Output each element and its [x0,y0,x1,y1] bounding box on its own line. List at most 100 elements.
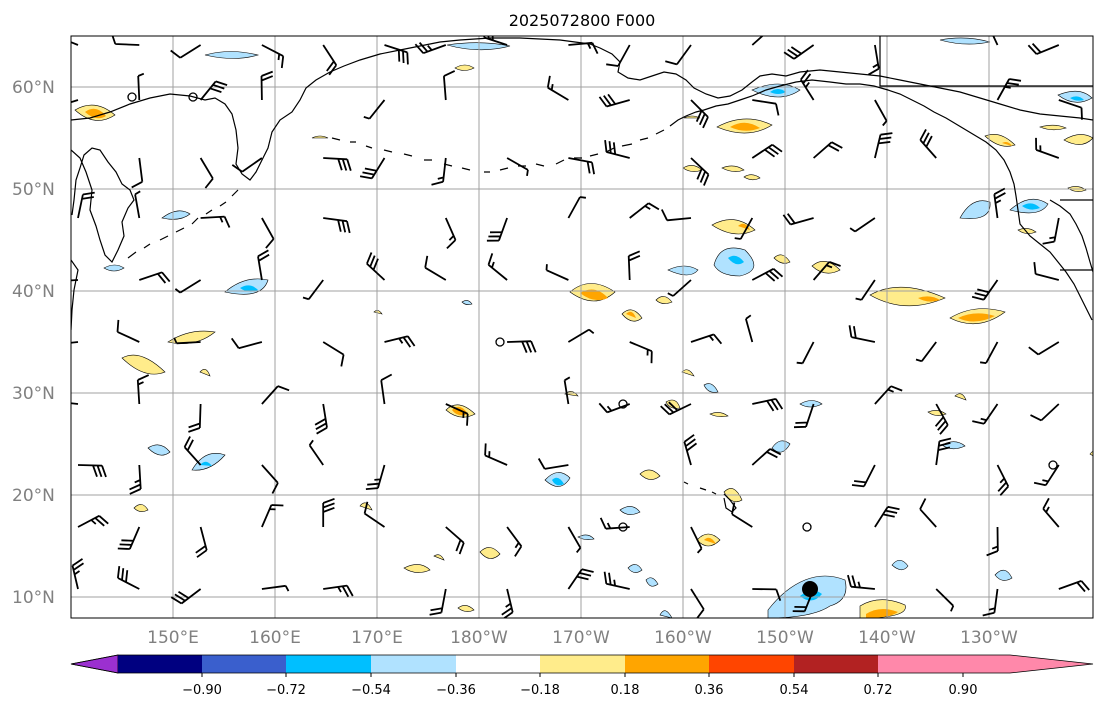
contour-blob [461,300,473,305]
contour-blob [959,200,991,219]
wind-barb [971,279,999,301]
wind-barb [445,526,465,555]
wind-barb [188,403,202,433]
contour-core [1022,203,1040,210]
wind-barb [71,279,79,282]
contour-core [704,537,716,544]
wind-barb [230,337,263,350]
wind-barb [992,36,999,46]
wind-barb [752,99,780,116]
wind-barb [855,279,876,301]
lon-label: 170°W [552,628,610,648]
contour-blob [199,368,211,377]
wind-barb [567,568,594,590]
wind-barb [443,70,456,101]
wind-barb [874,132,893,159]
kuril-islands [127,189,239,259]
wind-barb [261,44,285,69]
wind-barb [915,341,937,363]
wind-barb [323,217,351,234]
wind-barb [506,526,523,557]
wind-barb [603,571,630,590]
lat-label: 30°N [12,384,55,404]
wind-barb [752,398,784,412]
wind-barb [783,44,815,60]
wind-barb [745,314,754,343]
wind-barb [629,202,660,219]
contour-core [728,255,744,265]
wind-barb [322,44,338,76]
wind-barb [363,501,386,528]
wind-barb [537,458,569,470]
colorbar-tick-label: 0.90 [949,683,978,698]
contour-core [958,313,995,322]
contour-core [552,477,564,486]
wind-barb [257,249,270,281]
contour-core [918,296,940,302]
wind-barb [690,157,710,186]
wind-barb [847,574,875,590]
lon-label: 140°W [858,628,916,648]
contour-blob [1039,124,1067,131]
wind-barb [129,464,142,495]
contour-blob [577,534,595,540]
wind-barb [429,588,447,616]
wind-barb [690,588,705,618]
contour-blob [891,559,909,571]
contour-blob [619,506,641,515]
contour-blob [433,554,445,561]
wind-barb [487,253,508,281]
wind-barbs [71,36,1090,618]
contour-core [1070,96,1084,101]
wind-barb [183,436,202,466]
contour-core [1002,142,1012,146]
wind-barb [195,526,208,558]
wind-barb [567,328,595,343]
contour-blob [711,219,756,235]
wind-barb [796,341,815,365]
contour-blob [373,310,383,315]
contour-blob [479,547,501,559]
contour-blob [655,296,673,304]
wind-barb [660,401,692,416]
wind-barb [71,558,85,590]
wind-barb [136,374,150,405]
us-canada-border [879,36,1093,271]
wind-barb [424,255,447,281]
wind-barb [986,526,999,557]
contour-blob [121,354,166,375]
wind-barb [261,217,275,249]
lat-label: 40°N [12,282,55,302]
wind-barb [507,340,537,353]
lat-label: 60°N [12,78,55,98]
wind-barb [568,41,599,54]
wind-barb [314,403,328,435]
wind-barb [77,515,109,528]
wind-barb [919,498,937,528]
wind-barb [322,497,335,527]
wind-barb [800,69,815,101]
graticule [71,36,1093,618]
wind-barb [261,584,290,592]
wind-barb [71,99,79,104]
wind-barb [1058,99,1083,120]
wind-barb [380,373,393,405]
contour-blob [454,64,475,71]
wind-barb [751,448,782,466]
kamchatka-coast [71,37,591,181]
contour-blob [103,264,125,272]
wind-barb [174,279,202,294]
wind-barb [993,187,1006,219]
wind-barb [261,504,284,528]
wind-barb [260,70,274,101]
contour-blob [311,135,329,139]
wind-barb [683,434,698,466]
map-area [71,36,1093,618]
wind-barb [782,213,814,226]
wind-barb [751,143,783,159]
wind-barb [77,464,107,478]
longitude-labels: 150°E 160°E 170°E 180°W 170°W 160°W 150°… [147,628,1018,648]
contour-blob [703,383,719,393]
wind-barb [751,268,784,282]
wind-barb [1033,262,1060,281]
